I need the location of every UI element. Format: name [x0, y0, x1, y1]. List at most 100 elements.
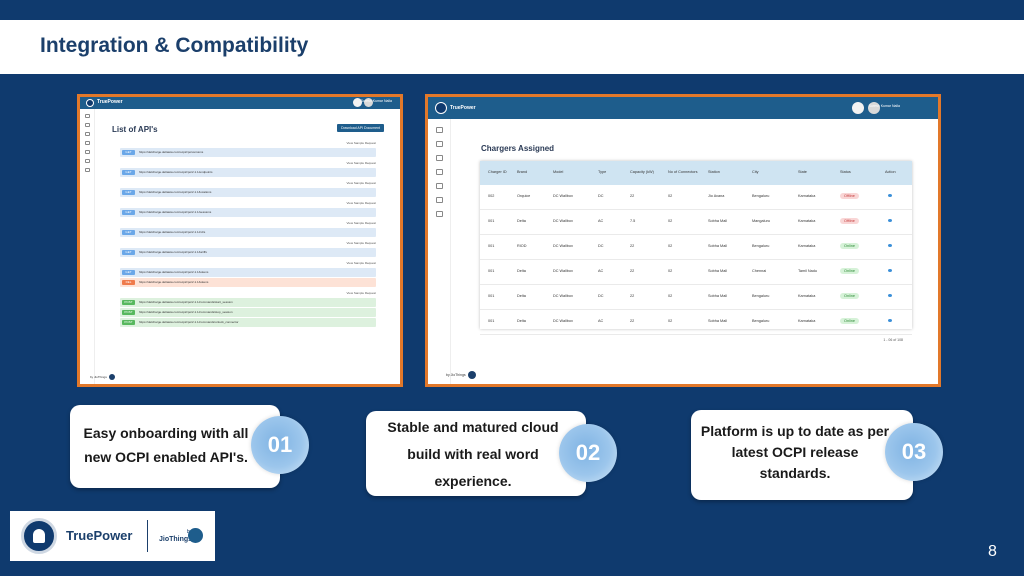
chargers-screenshot: TruePower Suresh Kumar Nalla Chargers As…	[425, 94, 941, 387]
table-row[interactable]: 001 Delta DC Wallbox AC 22 02 Sobha Mall Chenna…	[480, 260, 912, 285]
table-cell: Bengaluru	[752, 244, 770, 248]
table-row[interactable]: 002 Orquice DC Wallbox DC 22 02 Jio Avana Benga…	[480, 185, 912, 210]
report-icon[interactable]	[435, 169, 443, 175]
table-cell: 22	[630, 269, 635, 273]
api-section-header: CDR ListView Sample Request	[120, 221, 376, 235]
view-icon[interactable]	[888, 294, 892, 297]
http-method-badge: GET	[122, 150, 135, 155]
column-header[interactable]: Station	[708, 170, 720, 174]
charger-icon[interactable]	[84, 123, 90, 127]
page-number: 8	[988, 543, 997, 560]
table-cell: 001	[488, 244, 495, 248]
table-body: 002 Orquice DC Wallbox DC 22 02 Jio Avana Benga…	[480, 185, 912, 335]
http-method-badge: POST	[122, 300, 135, 305]
chargers-table: Charger ID Brand Model Type Capacity (kW) No …	[480, 161, 912, 335]
view-sample-request-link[interactable]: View Sample Request	[346, 291, 376, 295]
api-endpoint-row[interactable]: POST https://delcharge.deltaww.com/ocpi/c…	[120, 308, 376, 317]
view-sample-request-link[interactable]: View Sample Request	[346, 261, 376, 265]
feature-card-2: Stable and matured cloud build with real…	[366, 411, 586, 496]
list-icon[interactable]	[84, 150, 90, 154]
table-cell: Chennai	[752, 269, 767, 273]
endpoint-url: https://delcharge.deltaww.com/ocpi/cpo/2…	[139, 190, 212, 194]
column-header[interactable]: Capacity (kW)	[630, 170, 654, 174]
status-badge: Online	[840, 268, 859, 274]
view-sample-request-link[interactable]: View Sample Request	[346, 141, 376, 145]
table-cell: Tamil Nadu	[798, 269, 817, 273]
notification-icon[interactable]	[852, 102, 864, 114]
table-cell: 02	[668, 219, 673, 223]
column-header[interactable]: No of Connectors	[668, 170, 698, 174]
column-header[interactable]: Brand	[517, 170, 528, 174]
dashboard-icon[interactable]	[84, 114, 90, 118]
table-row[interactable]: 001 Delta DC Wallbox AC 22 02 Sobha Mall Bengal…	[480, 310, 912, 335]
table-cell: 001	[488, 219, 495, 223]
table-cell: Delta	[517, 269, 526, 273]
api-endpoint-row[interactable]: GET https://delcharge.deltaww.com/ocpi/cp…	[120, 268, 376, 277]
view-sample-request-link[interactable]: View Sample Request	[346, 181, 376, 185]
table-row[interactable]: 001 Delta DC Wallbox AC 7.5 02 Sobha Mall Manga…	[480, 210, 912, 235]
column-header[interactable]: Status	[840, 170, 851, 174]
report-icon[interactable]	[84, 141, 90, 145]
column-header[interactable]: Type	[598, 170, 607, 174]
http-method-badge: GET	[122, 230, 135, 235]
charger-icon[interactable]	[435, 141, 443, 147]
api-list: Version ListView Sample RequestGEThttps:…	[120, 141, 376, 331]
api-endpoint-row[interactable]: GET https://delcharge.deltaww.com/ocpi/cp…	[120, 188, 376, 197]
view-icon[interactable]	[888, 319, 892, 322]
column-header[interactable]: Model	[553, 170, 564, 174]
station-icon[interactable]	[84, 132, 90, 136]
api-endpoint-row[interactable]: GET https://delcharge.deltaww.com/ocpi/cp…	[120, 248, 376, 257]
api-endpoint-row[interactable]: GET https://delcharge.deltaww.com/ocpi/cp…	[120, 148, 376, 157]
endpoint-url: https://delcharge.deltaww.com/ocpi/cpo/2…	[139, 300, 233, 304]
column-header[interactable]: Action	[885, 170, 896, 174]
pagination[interactable]: 1 - 06 of 108	[883, 338, 903, 342]
view-icon[interactable]	[888, 269, 892, 272]
card-number-badge: 03	[885, 423, 943, 481]
avatar[interactable]	[364, 98, 373, 107]
view-icon[interactable]	[888, 194, 892, 197]
api-endpoint-row[interactable]: GET https://delcharge.deltaww.com/ocpi/cp…	[120, 208, 376, 217]
view-icon[interactable]	[888, 244, 892, 247]
table-cell: DC Wallbox	[553, 244, 573, 248]
api-section: Commands ListView Sample RequestPOSThttp…	[120, 291, 376, 327]
footer-by: by JioThings	[90, 374, 115, 380]
support-icon[interactable]	[84, 168, 90, 172]
slide-title: Integration & Compatibility	[40, 34, 309, 57]
http-method-badge: GET	[122, 270, 135, 275]
api-section-header: Version ListView Sample Request	[120, 141, 376, 155]
column-header[interactable]: State	[798, 170, 807, 174]
support-icon[interactable]	[435, 211, 443, 217]
api-endpoint-row[interactable]: POST https://delcharge.deltaww.com/ocpi/c…	[120, 318, 376, 327]
avatar[interactable]	[868, 102, 880, 114]
user-icon[interactable]	[435, 197, 443, 203]
notification-icon[interactable]	[353, 98, 362, 107]
feature-card-1: Easy onboarding with all new OCPI enable…	[70, 405, 280, 488]
download-api-button[interactable]: Download API Document	[337, 124, 384, 132]
table-row[interactable]: 001 Delta DC Wallbox DC 22 02 Sobha Mall Bengal…	[480, 285, 912, 310]
table-header: Charger ID Brand Model Type Capacity (kW) No …	[480, 161, 912, 185]
api-endpoint-row[interactable]: GET https://delcharge.deltaww.com/ocpi/cp…	[120, 168, 376, 177]
table-cell: 22	[630, 244, 635, 248]
column-header[interactable]: Charger ID	[488, 170, 507, 174]
table-row[interactable]: 001 RIOD DC Wallbox DC 22 02 Sobha Mall Bengalu…	[480, 235, 912, 260]
table-cell: Sobha Mall	[708, 269, 727, 273]
column-header[interactable]: City	[752, 170, 759, 174]
view-sample-request-link[interactable]: View Sample Request	[346, 241, 376, 245]
station-icon[interactable]	[435, 155, 443, 161]
list-icon[interactable]	[435, 183, 443, 189]
view-sample-request-link[interactable]: View Sample Request	[346, 221, 376, 225]
api-endpoint-row[interactable]: GET https://delcharge.deltaww.com/ocpi/cp…	[120, 228, 376, 237]
table-cell: Sobha Mall	[708, 319, 727, 323]
view-icon[interactable]	[888, 219, 892, 222]
user-icon[interactable]	[84, 159, 90, 163]
api-endpoint-row[interactable]: DEL https://delcharge.deltaww.com/ocpi/cp…	[120, 278, 376, 287]
view-sample-request-link[interactable]: View Sample Request	[346, 161, 376, 165]
api-endpoint-row[interactable]: POST https://delcharge.deltaww.com/ocpi/c…	[120, 298, 376, 307]
table-cell: AC	[598, 219, 604, 223]
dashboard-icon[interactable]	[435, 127, 443, 133]
view-sample-request-link[interactable]: View Sample Request	[346, 201, 376, 205]
jiothings-logo-icon	[188, 528, 203, 543]
table-cell: Karnataka	[798, 219, 816, 223]
